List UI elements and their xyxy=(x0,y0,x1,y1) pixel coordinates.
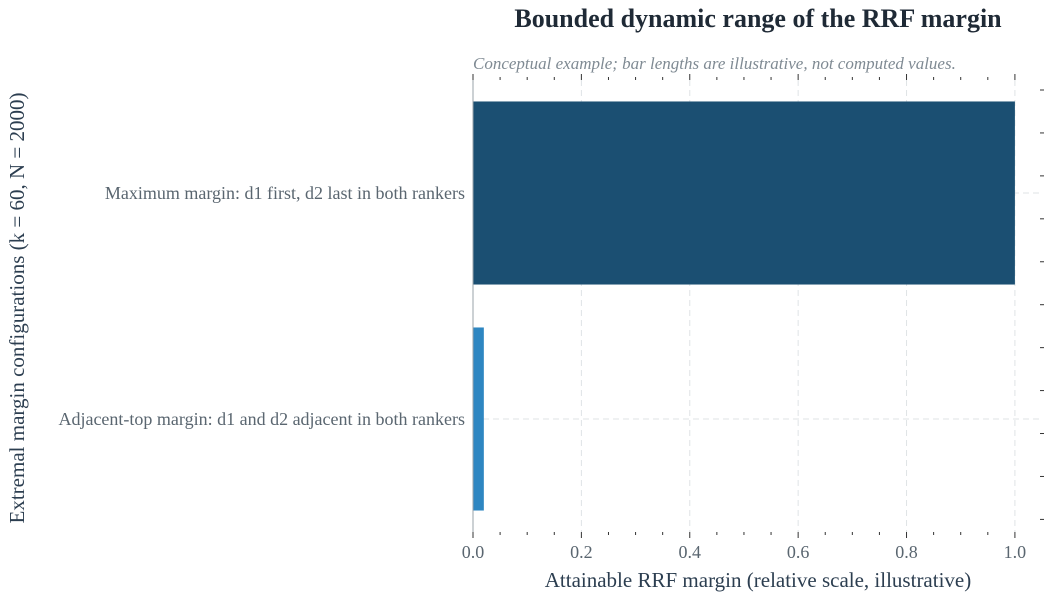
chart-title: Bounded dynamic range of the RRF margin xyxy=(514,4,1002,33)
x-axis-label: Attainable RRF margin (relative scale, i… xyxy=(545,568,972,592)
bars xyxy=(473,101,1015,511)
bar-0 xyxy=(473,101,1015,285)
chart-subtitle: Conceptual example; bar lengths are illu… xyxy=(473,54,956,73)
y-axis-label: Extremal margin configurations (k = 60, … xyxy=(5,93,29,524)
bar-1 xyxy=(473,327,484,511)
x-tick-label: 1.0 xyxy=(1004,542,1027,562)
x-tick-labels: 0.0 0.2 0.4 0.6 0.8 1.0 xyxy=(462,542,1026,562)
category-labels: Maximum margin: d1 first, d2 last in bot… xyxy=(58,183,465,429)
x-tick-label: 0.2 xyxy=(570,542,593,562)
x-tick-label: 0.6 xyxy=(787,542,810,562)
category-label: Adjacent-top margin: d1 and d2 adjacent … xyxy=(58,409,465,429)
x-tick-label: 0.0 xyxy=(462,542,485,562)
tick-marks xyxy=(472,74,1044,538)
x-tick-label: 0.4 xyxy=(679,542,702,562)
x-tick-label: 0.8 xyxy=(895,542,918,562)
category-label: Maximum margin: d1 first, d2 last in bot… xyxy=(105,183,465,203)
